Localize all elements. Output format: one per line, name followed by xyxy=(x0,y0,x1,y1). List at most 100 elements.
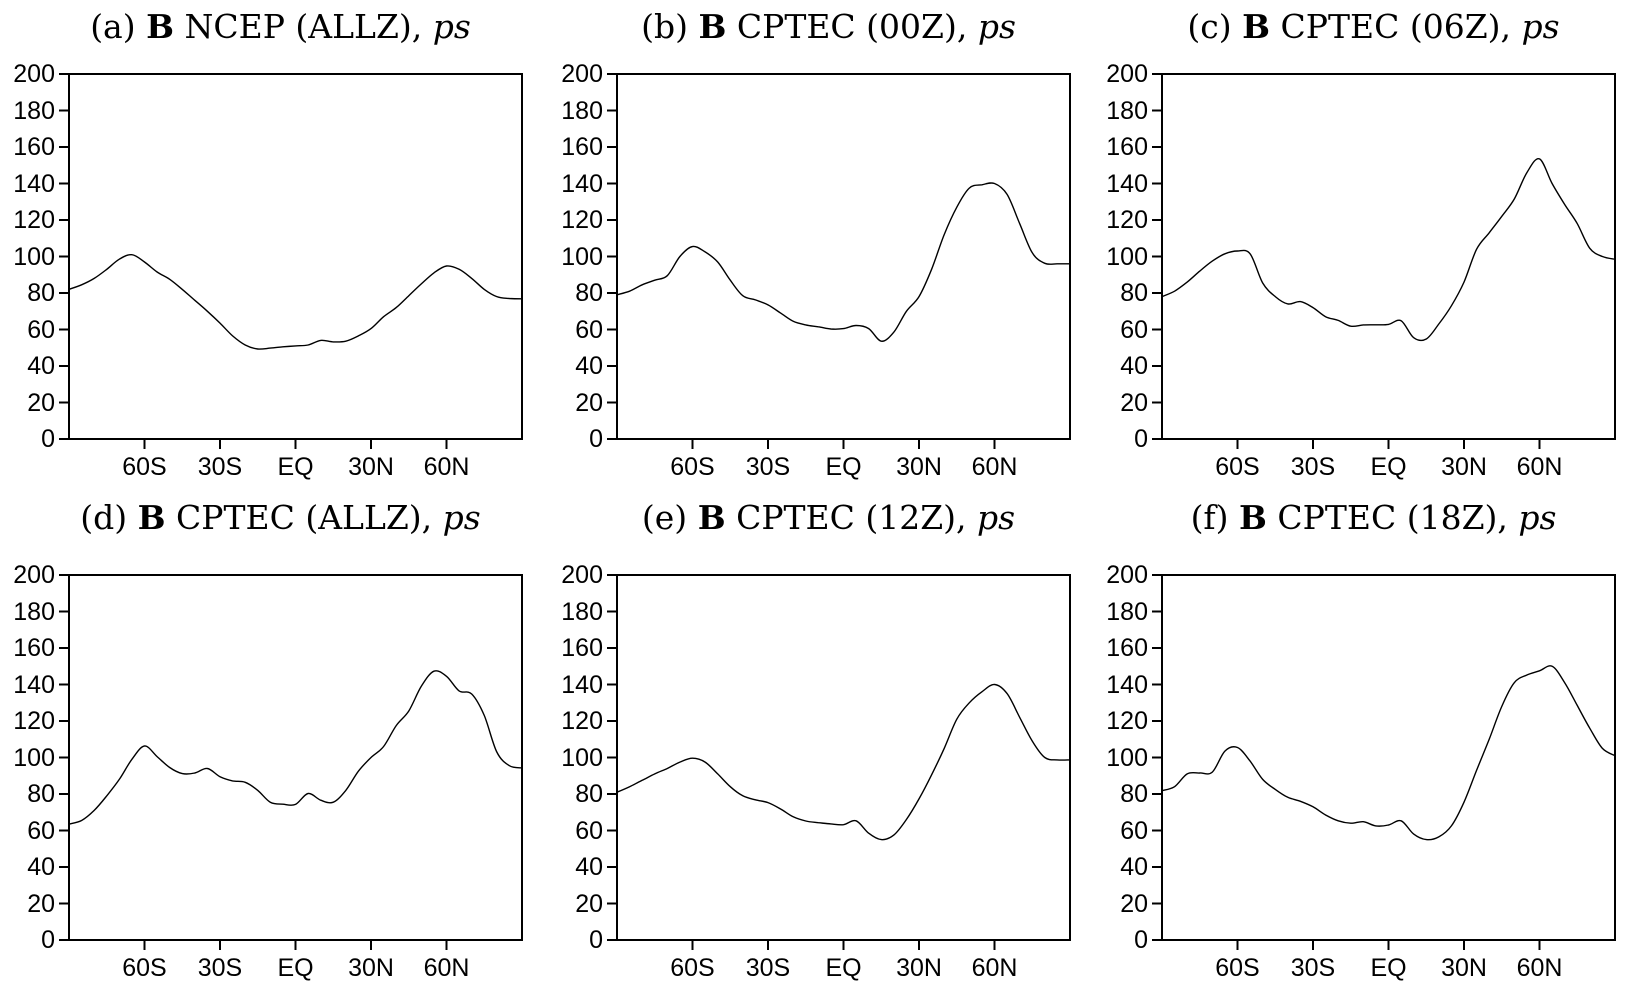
panel-title: (d) B CPTEC (ALLZ), ps xyxy=(19,497,542,539)
y-tick-label: 140 xyxy=(13,670,55,699)
x-tick-label: EQ xyxy=(277,954,314,982)
panel-c xyxy=(1152,73,1616,449)
y-tick-label: 80 xyxy=(575,279,603,307)
panel-title-segment: CPTEC (18Z), xyxy=(1266,498,1519,537)
y-tick-label: 100 xyxy=(13,743,55,772)
panel-title: (f) B CPTEC (18Z), ps xyxy=(1112,497,1635,539)
data-curve xyxy=(68,670,523,825)
panel-title-segment: (a) xyxy=(90,7,147,46)
y-tick-label: 80 xyxy=(1120,279,1148,307)
y-tick-label: 0 xyxy=(41,425,55,453)
data-curve xyxy=(1161,665,1616,841)
y-tick-label: 40 xyxy=(27,352,55,380)
y-tick-label: 60 xyxy=(1120,315,1148,344)
y-tick-label: 120 xyxy=(1106,707,1148,735)
panel-title-segment: B xyxy=(137,498,166,537)
panel-title-segment: CPTEC (12Z), xyxy=(725,498,978,537)
y-tick-label: 200 xyxy=(561,561,603,589)
x-tick-label: 30N xyxy=(1441,453,1487,481)
y-tick-label: 120 xyxy=(561,707,603,735)
y-tick-label: 180 xyxy=(561,597,603,626)
x-tick-label: 60N xyxy=(971,954,1018,982)
y-tick-label: 80 xyxy=(575,780,603,808)
y-tick-label: 80 xyxy=(27,279,55,307)
x-tick-label: 30S xyxy=(197,954,243,982)
panel-title-segment: CPTEC (00Z), xyxy=(726,7,978,46)
panel-title-segment: ps xyxy=(432,7,471,46)
y-tick-label: 60 xyxy=(27,816,55,845)
x-tick-label: 30N xyxy=(1441,954,1487,982)
x-tick-label: 60S xyxy=(670,453,715,481)
y-tick-label: 20 xyxy=(575,889,603,918)
y-tick-label: 40 xyxy=(1120,352,1148,380)
x-tick-label: 60N xyxy=(971,453,1018,481)
y-tick-label: 120 xyxy=(1106,206,1148,234)
y-tick-label: 20 xyxy=(1120,889,1148,918)
panel-b xyxy=(607,73,1071,449)
y-tick-label: 40 xyxy=(575,352,603,380)
y-tick-label: 100 xyxy=(13,242,55,271)
y-tick-label: 160 xyxy=(13,133,55,161)
plot-frame xyxy=(616,73,1071,440)
y-tick-label: 120 xyxy=(13,707,55,735)
plot-frame xyxy=(1161,574,1616,941)
y-tick-label: 140 xyxy=(13,169,55,198)
panel-title: (e) B CPTEC (12Z), ps xyxy=(567,497,1090,539)
x-tick-label: 30S xyxy=(197,453,243,481)
y-tick-label: 80 xyxy=(27,780,55,808)
y-tick-label: 60 xyxy=(27,315,55,344)
panel-e xyxy=(607,574,1071,950)
y-tick-label: 200 xyxy=(1106,561,1148,589)
y-tick-label: 20 xyxy=(575,388,603,417)
x-tick-label: 60N xyxy=(423,954,470,982)
y-tick-label: 60 xyxy=(1120,816,1148,845)
x-tick-label: 60N xyxy=(1516,453,1563,481)
x-tick-label: 60N xyxy=(1516,954,1563,982)
y-tick-label: 180 xyxy=(561,96,603,125)
panel-title-segment: B xyxy=(1239,498,1267,537)
panel-title-segment: B xyxy=(1242,7,1271,46)
y-tick-label: 120 xyxy=(13,206,55,234)
x-tick-label: 60S xyxy=(122,954,167,982)
x-tick-label: EQ xyxy=(277,453,314,481)
y-tick-label: 160 xyxy=(13,634,55,662)
panel-title-segment: ps xyxy=(977,7,1016,46)
panel-title-segment: ps xyxy=(442,498,481,537)
x-tick-label: 30S xyxy=(1290,954,1336,982)
panel-title-segment: ps xyxy=(977,498,1016,537)
panel-title: (a) B NCEP (ALLZ), ps xyxy=(19,6,542,48)
data-curve xyxy=(616,182,1071,342)
panel-title-segment: CPTEC (ALLZ), xyxy=(165,498,443,537)
panel-title-segment: (d) xyxy=(80,498,138,537)
y-tick-label: 180 xyxy=(1106,96,1148,125)
x-tick-label: 60S xyxy=(1215,453,1260,481)
x-tick-label: EQ xyxy=(825,954,862,982)
panel-title-segment: ps xyxy=(1521,7,1560,46)
panel-title-segment: NCEP (ALLZ), xyxy=(174,7,433,46)
plot-frame xyxy=(68,574,523,941)
y-tick-label: 20 xyxy=(1120,388,1148,417)
plot-frame xyxy=(1161,73,1616,440)
panel-f xyxy=(1152,574,1616,950)
y-tick-label: 140 xyxy=(561,169,603,198)
y-tick-label: 80 xyxy=(1120,780,1148,808)
x-tick-label: EQ xyxy=(1370,453,1407,481)
y-tick-label: 40 xyxy=(1120,853,1148,881)
plot-frame xyxy=(616,574,1071,941)
x-tick-label: 60N xyxy=(423,453,470,481)
panel-a xyxy=(59,73,523,449)
y-tick-label: 0 xyxy=(1134,926,1148,954)
y-tick-label: 20 xyxy=(27,889,55,918)
panel-title: (c) B CPTEC (06Z), ps xyxy=(1112,6,1635,48)
y-tick-label: 200 xyxy=(13,60,55,88)
panel-title-segment: (b) xyxy=(641,7,699,46)
panel-title-segment: ps xyxy=(1518,498,1557,537)
y-tick-label: 0 xyxy=(41,926,55,954)
data-curve xyxy=(1161,157,1616,342)
y-tick-label: 60 xyxy=(575,816,603,845)
y-tick-label: 200 xyxy=(561,60,603,88)
data-curve xyxy=(68,253,523,350)
x-tick-label: EQ xyxy=(825,453,862,481)
panel-title-segment: B xyxy=(698,7,727,46)
